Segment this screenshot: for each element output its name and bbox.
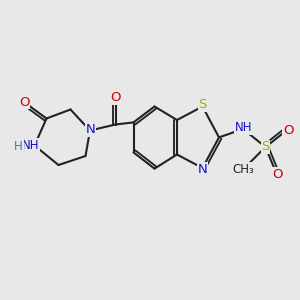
Text: O: O [283, 124, 293, 137]
Text: S: S [198, 98, 207, 112]
Text: S: S [261, 140, 270, 154]
Text: H: H [14, 140, 23, 154]
Text: CH₃: CH₃ [232, 163, 254, 176]
Text: O: O [272, 167, 283, 181]
Text: N: N [86, 123, 95, 136]
Text: O: O [19, 95, 29, 109]
Text: NH: NH [235, 121, 252, 134]
Text: N: N [198, 163, 207, 176]
Text: NH: NH [22, 139, 40, 152]
Text: O: O [110, 91, 121, 104]
